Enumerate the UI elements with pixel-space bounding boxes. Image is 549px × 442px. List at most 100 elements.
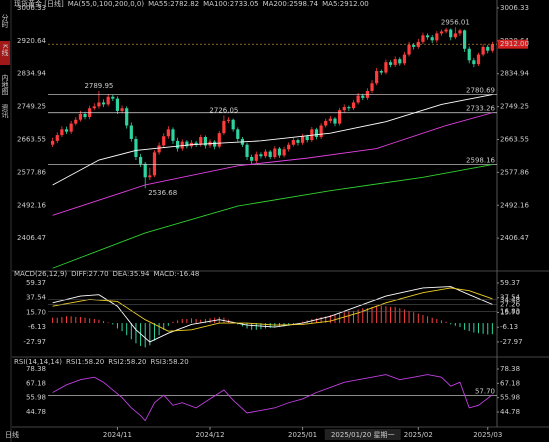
macd-bar [265, 323, 267, 329]
macd-bar [153, 323, 155, 341]
candle-body [226, 119, 231, 121]
macd-bar [149, 323, 151, 346]
candle-body [148, 175, 152, 178]
candle-body [222, 120, 226, 134]
panel-title: MA5:2912.00 [322, 0, 369, 8]
candle-body [444, 29, 448, 32]
macd-bar [436, 319, 438, 324]
candle-body [324, 120, 328, 126]
macd-bar [292, 323, 294, 325]
panel-title: MACD:-16.48 [153, 270, 199, 278]
candle-body [449, 29, 453, 38]
macd-bar [93, 319, 95, 324]
y-tick-label: 2406.47 [17, 234, 46, 242]
macd-bar [79, 316, 81, 324]
macd-bar [200, 319, 202, 324]
macd-bar [329, 314, 331, 324]
macd-bar [61, 316, 63, 324]
macd-bar [371, 306, 373, 324]
candle-body [486, 46, 490, 51]
candle-body [152, 152, 157, 176]
panel-title: 现货黄金 [日线] [14, 0, 64, 8]
candle-body [166, 129, 170, 137]
macd-bar [177, 320, 179, 324]
macd-bar [380, 305, 382, 324]
y-tick-label-right: 59.37 [500, 279, 520, 287]
candle-body [287, 144, 291, 150]
macd-bar [468, 323, 470, 332]
macd-bar [52, 317, 54, 324]
y-tick-label: 44.78 [26, 408, 46, 416]
y-tick-label-right: 2406.47 [500, 234, 529, 242]
candle-body [319, 125, 323, 138]
candle-body [180, 141, 184, 149]
macd-bar [477, 323, 479, 334]
candle-body [300, 136, 305, 143]
macd-bar [473, 323, 475, 333]
macd-bar [107, 322, 109, 324]
candle-body [138, 156, 143, 164]
candle-body [134, 138, 138, 157]
side-tab[interactable]: 分时 [1, 13, 9, 28]
candle-body [328, 118, 332, 121]
y-tick-label-right: 2749.25 [500, 103, 529, 111]
candle-body [231, 119, 235, 130]
macd-bar [376, 305, 378, 324]
macd-bar [464, 323, 466, 330]
line-ma100 [52, 112, 493, 216]
candle-body [314, 129, 319, 138]
macd-bar [204, 319, 206, 324]
candle-body [277, 148, 282, 156]
side-tab[interactable]: 资讯 [1, 103, 9, 119]
side-tab[interactable]: K线 [1, 44, 9, 56]
macd-bar [186, 319, 188, 324]
active-tab-bg [0, 41, 10, 65]
side-tab[interactable]: 内地图 [1, 73, 9, 96]
level-label: 2598.16 [466, 157, 495, 165]
line-rsi [52, 374, 493, 422]
candle-body [185, 141, 189, 147]
macd-bar [431, 317, 433, 324]
candle-body [472, 60, 476, 65]
price-annotation: 2536.68 [148, 189, 177, 197]
macd-bar [385, 306, 387, 324]
x-tick-label: 2024/11 [103, 431, 132, 439]
y-tick-label: 2577.86 [17, 168, 46, 176]
level-label: 2780.69 [466, 87, 495, 95]
macd-bar [357, 309, 359, 324]
macd-bar [417, 313, 419, 324]
macd-bar [269, 323, 271, 328]
candle-body [388, 62, 393, 65]
y-tick-label: 2834.94 [17, 70, 46, 78]
macd-bar [130, 323, 132, 340]
macd-bar [487, 323, 489, 335]
macd-bar [56, 317, 58, 324]
line-ma55 [52, 94, 493, 186]
price-annotation: 2726.05 [209, 107, 238, 115]
macd-bar [445, 321, 447, 324]
y-tick-label-right: 15.70 [500, 308, 520, 316]
macd-bar [422, 314, 424, 324]
y-tick-label: 3006.33 [17, 4, 46, 12]
candle-body [125, 108, 129, 126]
candle-body [111, 96, 115, 99]
candle-body [143, 163, 147, 178]
macd-bar [126, 323, 128, 336]
panel-title: MA55:2782.82 [148, 0, 199, 8]
macd-bar [454, 323, 456, 326]
macd-bar [116, 323, 118, 329]
y-tick-label: 2663.55 [17, 135, 46, 143]
macd-bar [482, 323, 484, 334]
macd-bar [320, 316, 322, 324]
candle-body [171, 129, 175, 141]
line-ma200 [52, 164, 493, 269]
y-tick-label: 37.54 [26, 294, 47, 302]
macd-bar [70, 316, 72, 324]
panel-title: DIFF:27.70 [71, 270, 108, 278]
macd-bar [362, 308, 364, 324]
candle-body [273, 148, 277, 157]
last-price-label: 2912.00 [500, 40, 529, 48]
footer-tab[interactable]: 日线 [5, 430, 19, 439]
macd-bar [195, 319, 197, 324]
